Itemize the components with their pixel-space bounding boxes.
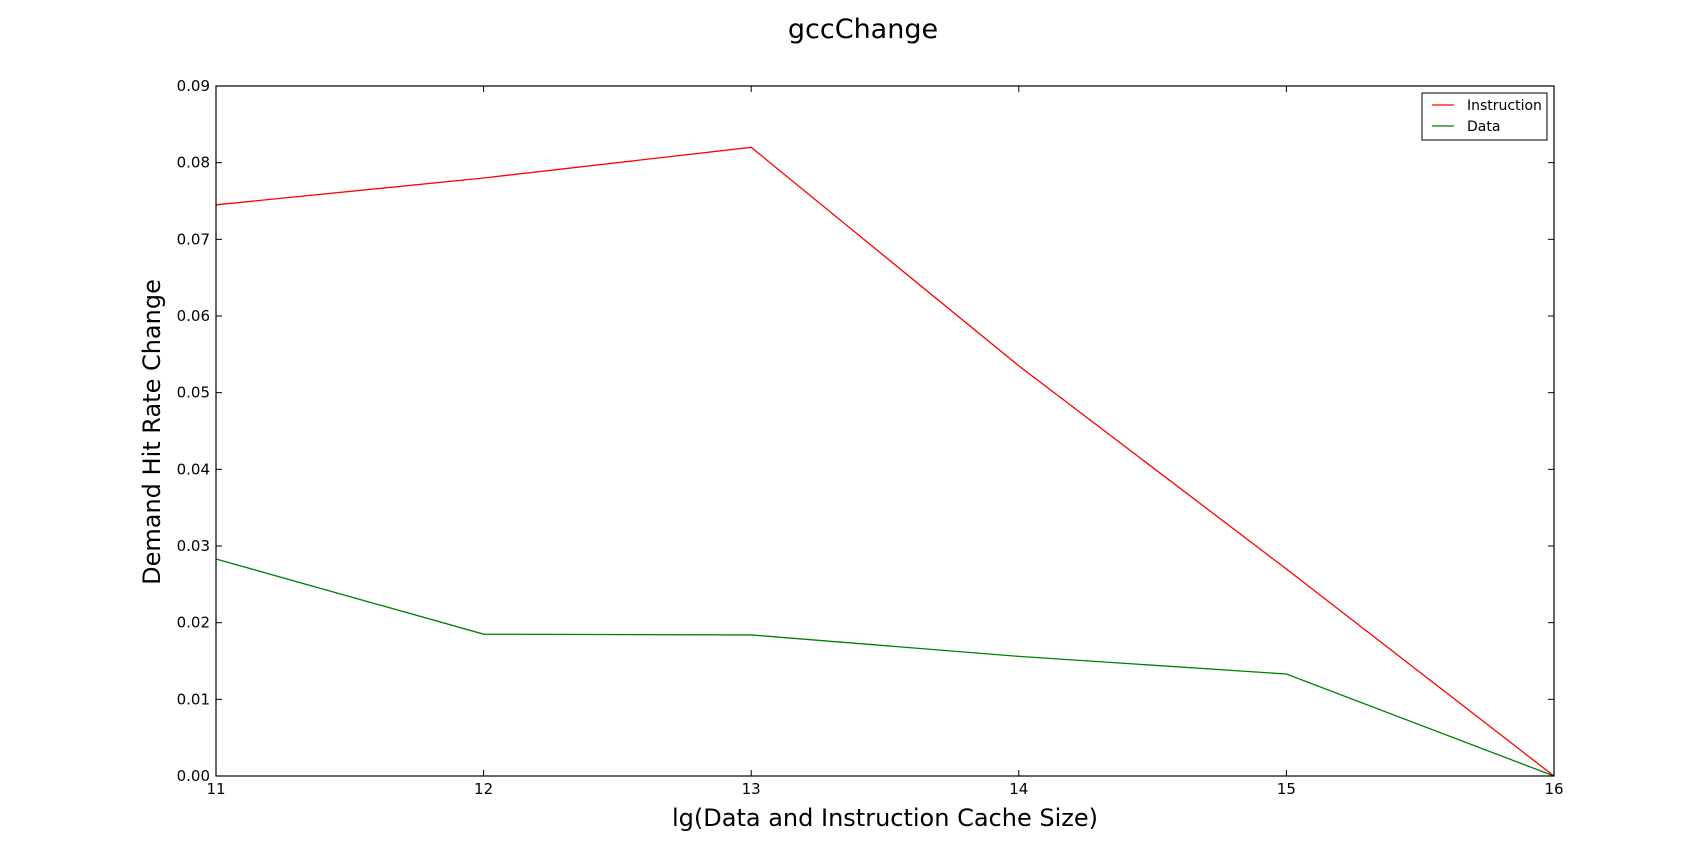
y-tick-label: 0.06 bbox=[177, 307, 210, 325]
y-tick-label: 0.00 bbox=[177, 767, 210, 785]
legend-label-instruction: Instruction bbox=[1467, 98, 1542, 114]
y-tick-label: 0.05 bbox=[177, 384, 210, 402]
x-tick-label: 14 bbox=[1009, 780, 1028, 798]
x-tick-label: 11 bbox=[206, 780, 225, 798]
series-line-instruction bbox=[215, 146, 1555, 777]
plot-area: 11 12 13 14 15 16 0.00 0.01 0.02 0.03 0.04 0.05 0.06… bbox=[177, 77, 1564, 798]
x-tick-label: 13 bbox=[742, 780, 761, 798]
y-axis-title: Demand Hit Rate Change bbox=[138, 279, 166, 585]
y-tick-label: 0.01 bbox=[177, 690, 210, 708]
y-tick-label: 0.02 bbox=[177, 614, 210, 632]
y-tick-label: 0.03 bbox=[177, 537, 210, 555]
y-tick-label: 0.09 bbox=[177, 77, 210, 95]
chart-title: gccChange bbox=[788, 14, 938, 45]
x-tick-label: 16 bbox=[1544, 780, 1563, 798]
y-tick-label: 0.07 bbox=[177, 230, 210, 248]
x-tick-label: 15 bbox=[1277, 780, 1296, 798]
legend-box bbox=[1421, 92, 1548, 141]
legend-label-data: Data bbox=[1467, 119, 1500, 135]
x-axis-title: lg(Data and Instruction Cache Size) bbox=[672, 804, 1098, 832]
y-tick-label: 0.04 bbox=[177, 460, 210, 478]
plot-frame bbox=[215, 85, 1555, 777]
x-tick-label: 12 bbox=[474, 780, 493, 798]
series-line-data bbox=[215, 558, 1555, 777]
y-tick-label: 0.08 bbox=[177, 154, 210, 172]
